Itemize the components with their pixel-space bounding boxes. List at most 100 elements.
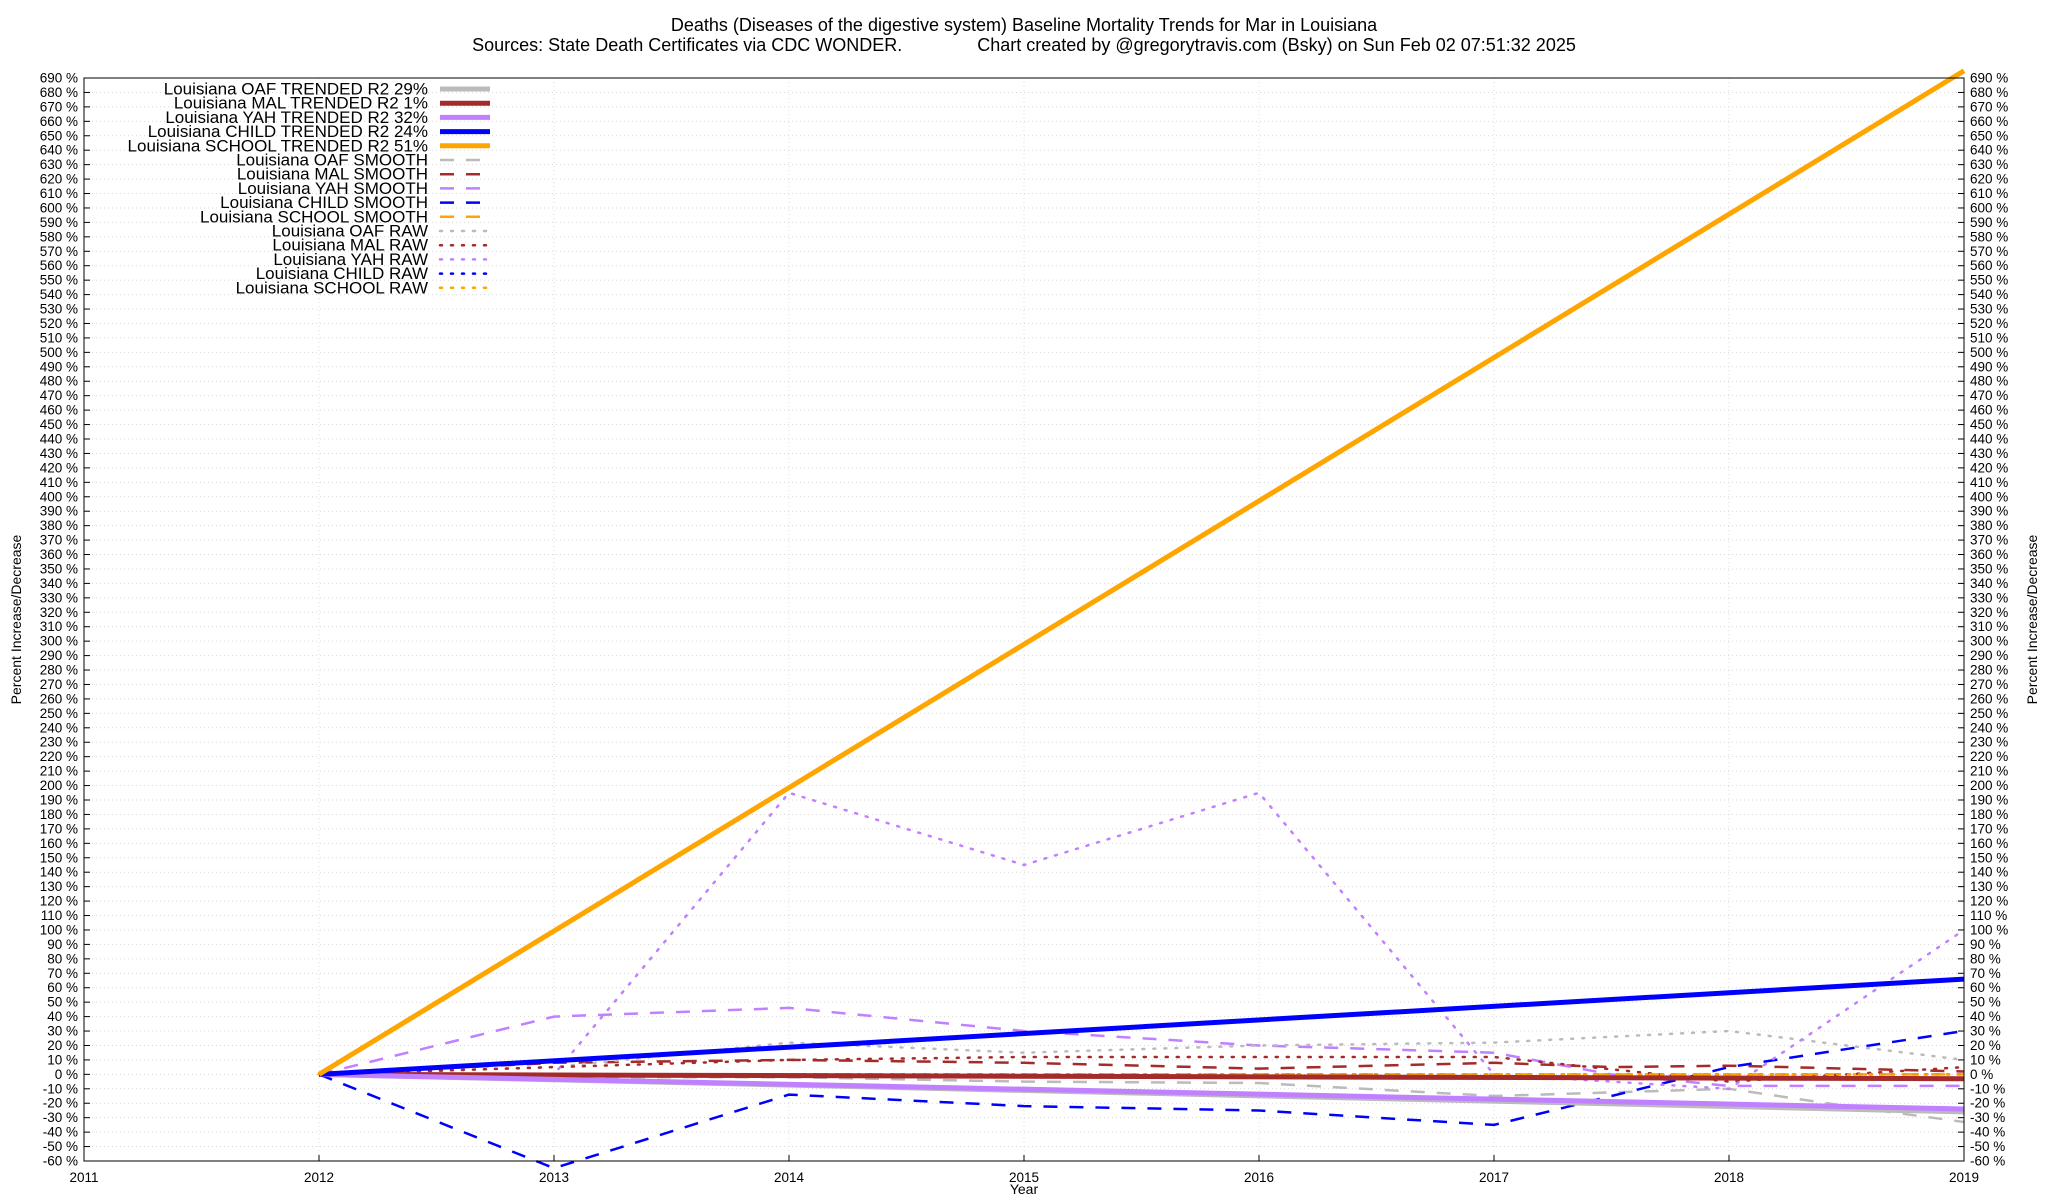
x-tick-label: 2016 [1244, 1170, 1274, 1185]
legend: Louisiana OAF TRENDED R2 29%Louisiana MA… [128, 80, 492, 297]
y2-tick-label: 360 % [1970, 547, 2008, 562]
y2-tick-label: 390 % [1970, 504, 2008, 519]
y2-tick-label: 90 % [1970, 937, 2001, 952]
y-tick-label: 80 % [47, 951, 78, 966]
y-tick-label: -50 % [43, 1139, 78, 1154]
y-tick-label: 580 % [40, 229, 78, 244]
series-line [317, 791, 1966, 1091]
y-tick-label: 380 % [40, 518, 78, 533]
y2-tick-label: -40 % [1970, 1125, 2005, 1140]
y-tick-label: -60 % [43, 1154, 78, 1169]
y2-tick-label: 260 % [1970, 691, 2008, 706]
y2-tick-label: 320 % [1970, 605, 2008, 620]
y-tick-label: 160 % [40, 836, 78, 851]
y-tick-label: 680 % [40, 85, 78, 100]
y2-tick-label: -60 % [1970, 1154, 2005, 1169]
y-tick-label: 330 % [40, 590, 78, 605]
y2-tick-label: 20 % [1970, 1038, 2001, 1053]
y2-tick-label: 0 % [1970, 1067, 1993, 1082]
series-line [318, 976, 1965, 1077]
y-tick-label: 60 % [47, 980, 78, 995]
y2-tick-label: 240 % [1970, 720, 2008, 735]
y2-tick-label: 400 % [1970, 489, 2008, 504]
y-tick-label: 490 % [40, 359, 78, 374]
legend-entry-label: Louisiana SCHOOL RAW [236, 278, 428, 297]
y2-tick-label: 690 % [1970, 71, 2008, 86]
y-tick-label: 50 % [47, 995, 78, 1010]
y-tick-label: 350 % [40, 561, 78, 576]
y-tick-label: 420 % [40, 460, 78, 475]
y-tick-label: 70 % [47, 966, 78, 981]
y-tick-label: -30 % [43, 1110, 78, 1125]
legend-entry-label: Louisiana YAH SMOOTH [238, 179, 428, 198]
y-tick-label: 570 % [40, 244, 78, 259]
y2-tick-label: -10 % [1970, 1081, 2005, 1096]
y-tick-label: 600 % [40, 200, 78, 215]
y2-tick-label: 220 % [1970, 749, 2008, 764]
y2-tick-label: 290 % [1970, 648, 2008, 663]
y2-tick-label: 630 % [1970, 157, 2008, 172]
legend-entry-label: Louisiana OAF RAW [272, 222, 428, 241]
y-tick-label: 300 % [40, 634, 78, 649]
y-tick-label: 30 % [47, 1024, 78, 1039]
x-tick-label: 2017 [1479, 1170, 1509, 1185]
y2-tick-label: 650 % [1970, 128, 2008, 143]
y-tick-label: 290 % [40, 648, 78, 663]
y-tick-label: 500 % [40, 345, 78, 360]
x-tick-label: 2013 [539, 1170, 569, 1185]
y-tick-label: 320 % [40, 605, 78, 620]
y2-tick-label: 610 % [1970, 186, 2008, 201]
y2-tick-label: 50 % [1970, 995, 2001, 1010]
y-tick-label: 190 % [40, 793, 78, 808]
y-tick-label: 140 % [40, 865, 78, 880]
y-tick-label: 480 % [40, 374, 78, 389]
y2-tick-label: 600 % [1970, 200, 2008, 215]
y2-tick-label: 660 % [1970, 114, 2008, 129]
y-tick-label: 170 % [40, 821, 78, 836]
x-tick-label: 2014 [774, 1170, 805, 1185]
y-tick-label: 260 % [40, 691, 78, 706]
y2-tick-label: 140 % [1970, 865, 2008, 880]
y-tick-label: 20 % [47, 1038, 78, 1053]
legend-entry-label: Louisiana CHILD SMOOTH [220, 193, 428, 212]
y2-tick-label: 480 % [1970, 374, 2008, 389]
y-tick-label: -20 % [43, 1096, 78, 1111]
y2-tick-label: 350 % [1970, 561, 2008, 576]
legend-entry-label: Louisiana SCHOOL SMOOTH [200, 207, 428, 226]
y2-tick-label: 550 % [1970, 273, 2008, 288]
y2-tick-label: 340 % [1970, 576, 2008, 591]
y2-tick-label: 440 % [1970, 432, 2008, 447]
y-tick-label: 560 % [40, 258, 78, 273]
y-tick-label: 620 % [40, 172, 78, 187]
y-tick-label: 430 % [40, 446, 78, 461]
y-tick-label: 130 % [40, 879, 78, 894]
y2-tick-label: 560 % [1970, 258, 2008, 273]
y2-tick-label: -50 % [1970, 1139, 2005, 1154]
y2-tick-label: 100 % [1970, 922, 2008, 937]
series-line [318, 1071, 1965, 1112]
y-tick-label: 460 % [40, 403, 78, 418]
y-tick-label: 510 % [40, 330, 78, 345]
y2-tick-label: 170 % [1970, 821, 2008, 836]
x-tick-label: 2019 [1949, 1170, 1979, 1185]
chart-title: Deaths (Diseases of the digestive system… [671, 15, 1378, 35]
y2-tick-label: 30 % [1970, 1024, 2001, 1039]
y2-tick-label: 450 % [1970, 417, 2008, 432]
y-tick-label: 310 % [40, 619, 78, 634]
y2-tick-label: 520 % [1970, 316, 2008, 331]
y-tick-label: 0 % [55, 1067, 78, 1082]
legend-entry-label: Louisiana OAF SMOOTH [236, 151, 428, 170]
y2-tick-label: 110 % [1970, 908, 2007, 923]
legend-entry-label: Louisiana YAH TRENDED R2 32% [165, 108, 428, 127]
plot-frame [83, 77, 1965, 1162]
y-tick-label: 690 % [40, 71, 78, 86]
y-tick-label: 550 % [40, 273, 78, 288]
y2-tick-label: 280 % [1970, 663, 2008, 678]
y-tick-label: 230 % [40, 735, 78, 750]
y2-tick-label: 250 % [1970, 706, 2008, 721]
y-tick-label: 210 % [40, 764, 78, 779]
y-tick-label: -10 % [43, 1081, 78, 1096]
y-tick-label: 110 % [41, 908, 78, 923]
y-tick-label: 150 % [40, 850, 78, 865]
